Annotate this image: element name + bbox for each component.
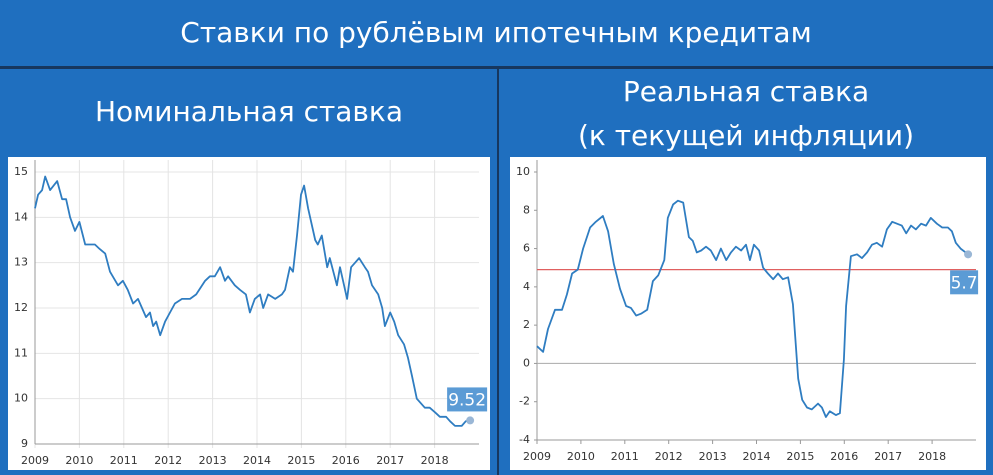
x-tick-label: 2012 [655, 450, 683, 463]
y-tick-label: 4 [523, 280, 530, 293]
chart-panel [510, 157, 986, 470]
chart-panel [8, 157, 490, 470]
annotation-point [466, 416, 475, 425]
x-tick-label: 2011 [611, 450, 639, 463]
x-tick-label: 2013 [199, 454, 227, 467]
x-tick-label: 2018 [421, 454, 449, 467]
divider [0, 66, 993, 69]
page-title: Ставки по рублёвым ипотечным кредитам [180, 16, 811, 49]
x-tick-label: 2017 [874, 450, 902, 463]
y-tick-label: 14 [14, 210, 28, 223]
x-tick-label: 2009 [21, 454, 49, 467]
chart-title: Номинальная ставка [95, 95, 403, 128]
x-tick-label: 2016 [332, 454, 360, 467]
annotation-box [447, 387, 488, 412]
data-line [34, 175, 471, 427]
x-tick-label: 2010 [567, 450, 595, 463]
y-tick-label: 10 [14, 392, 28, 405]
annotation-point [964, 250, 973, 259]
annotation-label: 9.52 [448, 390, 486, 410]
y-tick-label: 10 [516, 165, 530, 178]
x-tick-label: 2009 [523, 450, 551, 463]
chart-title: Реальная ставка [623, 75, 869, 108]
y-tick-label: 15 [14, 165, 28, 178]
annotation-box [950, 270, 979, 295]
y-tick-label: 0 [523, 356, 530, 369]
x-tick-label: 2010 [65, 454, 93, 467]
y-tick-label: 11 [14, 346, 28, 359]
x-tick-label: 2011 [110, 454, 138, 467]
y-tick-label: -2 [519, 395, 530, 408]
chart-subtitle: (к текущей инфляции) [578, 119, 914, 152]
x-tick-label: 2012 [154, 454, 182, 467]
divider [497, 69, 499, 475]
x-tick-label: 2016 [830, 450, 858, 463]
x-tick-label: 2013 [699, 450, 727, 463]
y-tick-label: -4 [519, 433, 530, 446]
x-tick-label: 2017 [376, 454, 404, 467]
x-tick-label: 2015 [786, 450, 814, 463]
x-tick-label: 2015 [287, 454, 315, 467]
y-tick-label: 9 [21, 437, 28, 450]
x-tick-label: 2018 [918, 450, 946, 463]
y-tick-label: 2 [523, 318, 530, 331]
x-tick-label: 2014 [243, 454, 271, 467]
data-line [536, 199, 969, 418]
annotation-label: 5.7 [951, 273, 978, 293]
y-tick-label: 6 [523, 242, 530, 255]
y-tick-label: 13 [14, 256, 28, 269]
x-tick-label: 2014 [743, 450, 771, 463]
y-tick-label: 8 [523, 203, 530, 216]
y-tick-label: 12 [14, 301, 28, 314]
